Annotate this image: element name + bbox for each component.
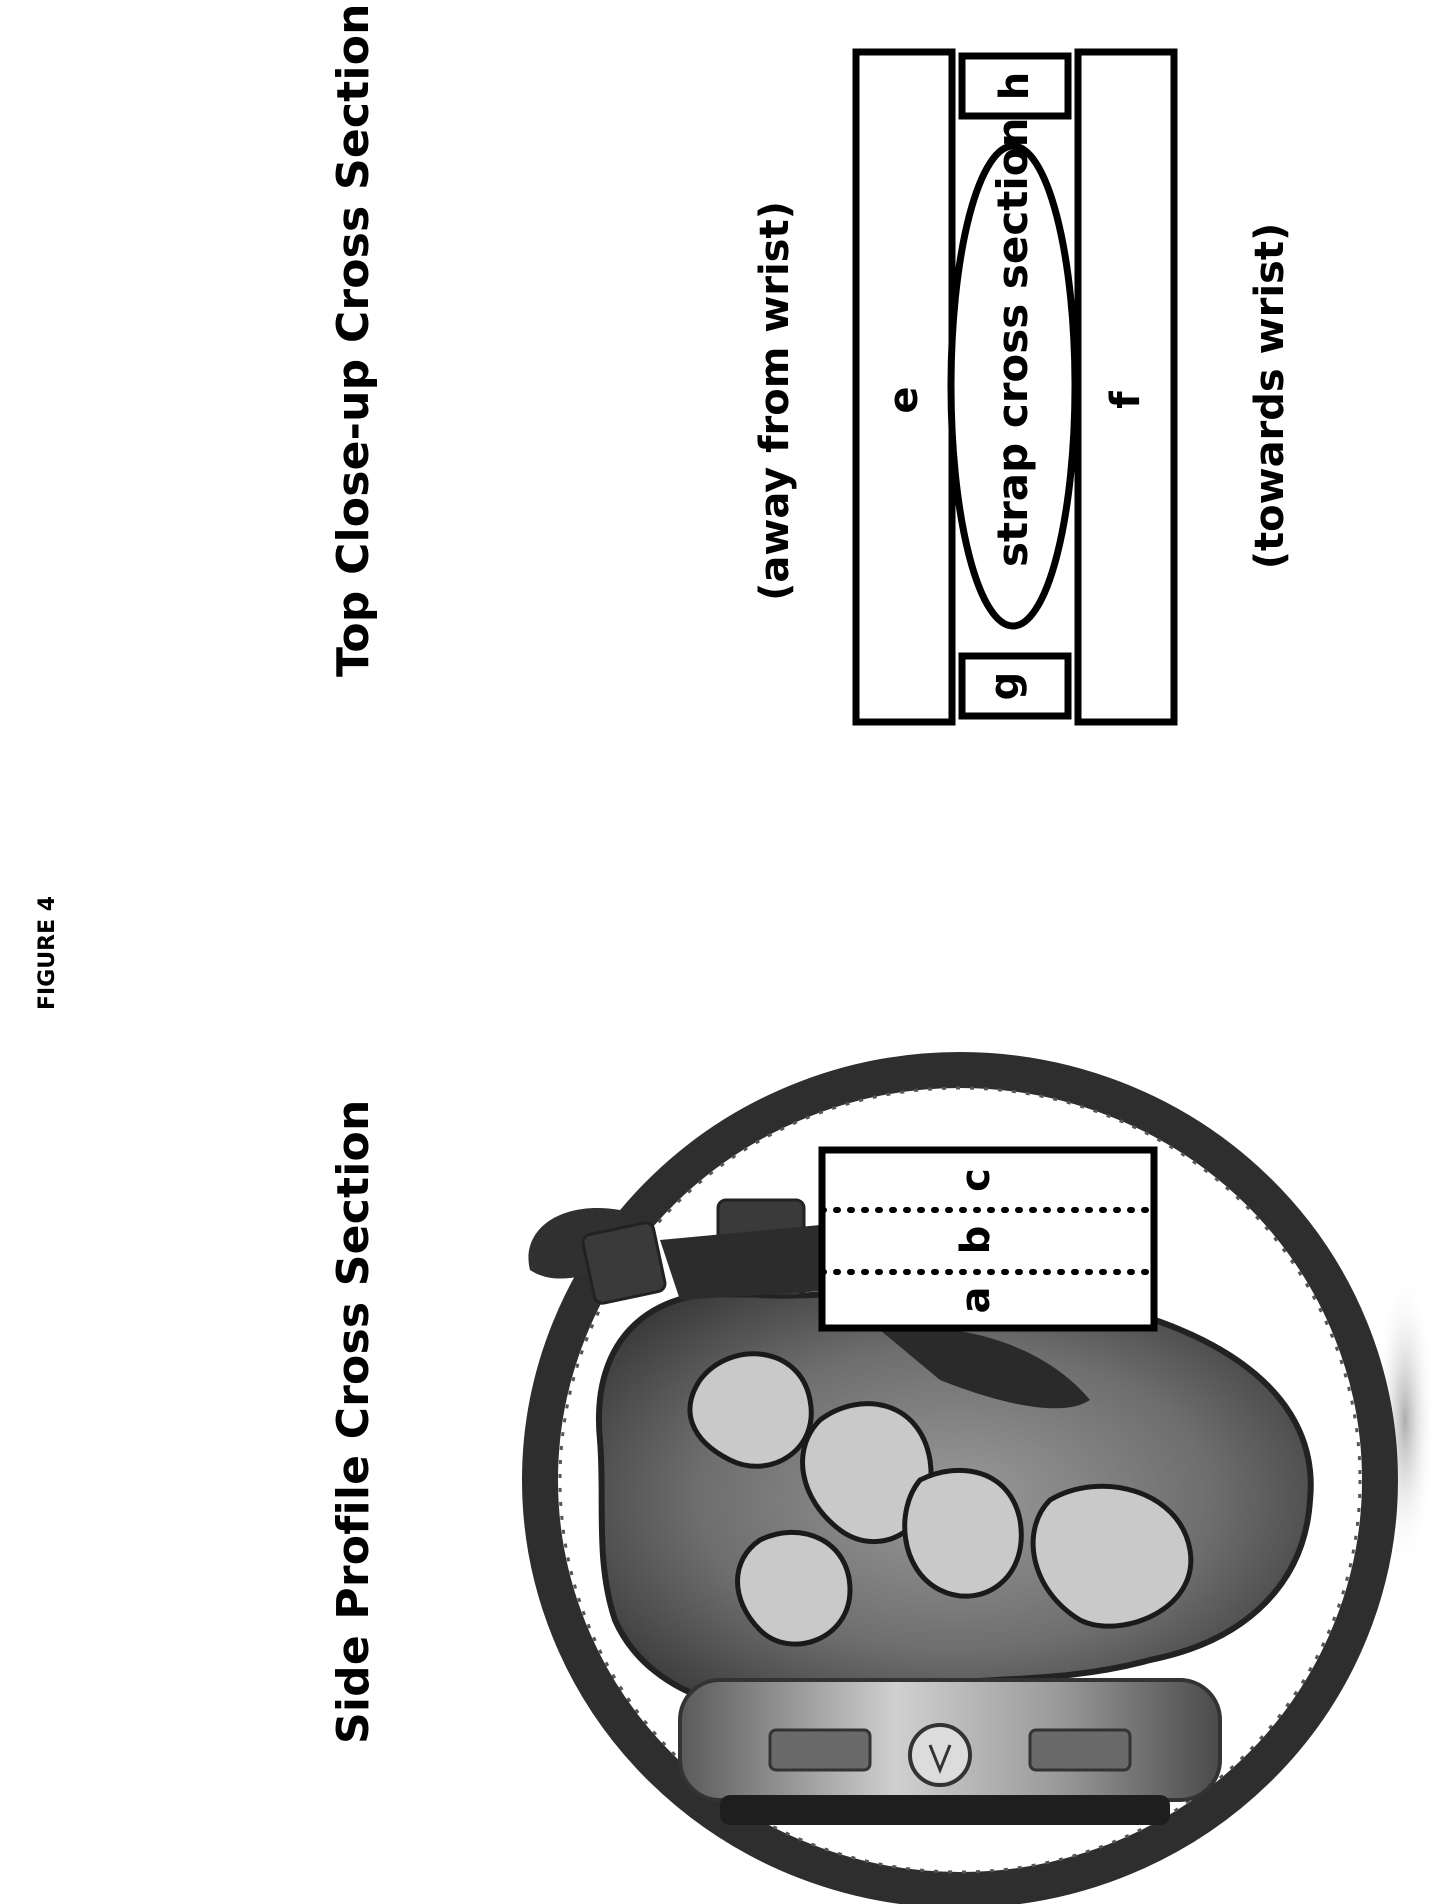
block-g-label: g [985,666,1025,706]
top-closeup-heading: Top Close-up Cross Section [327,97,381,677]
side-profile-heading: Side Profile Cross Section [327,1184,381,1744]
zone-c-label: c [956,1160,996,1200]
away-from-wrist-label: (away from wrist) [749,201,801,601]
zone-a-label: a [956,1280,996,1320]
zone-b-label: b [956,1220,996,1260]
block-f-label: f [1106,380,1146,420]
strap-cross-section-label: strap cross section [988,207,1038,567]
figure-label: FIGURE 4 [33,910,63,1010]
towards-wrist-label: (towards wrist) [1244,216,1296,576]
block-h-label: h [995,66,1035,106]
block-e-label: e [884,380,924,420]
watch-crown [910,1725,970,1785]
